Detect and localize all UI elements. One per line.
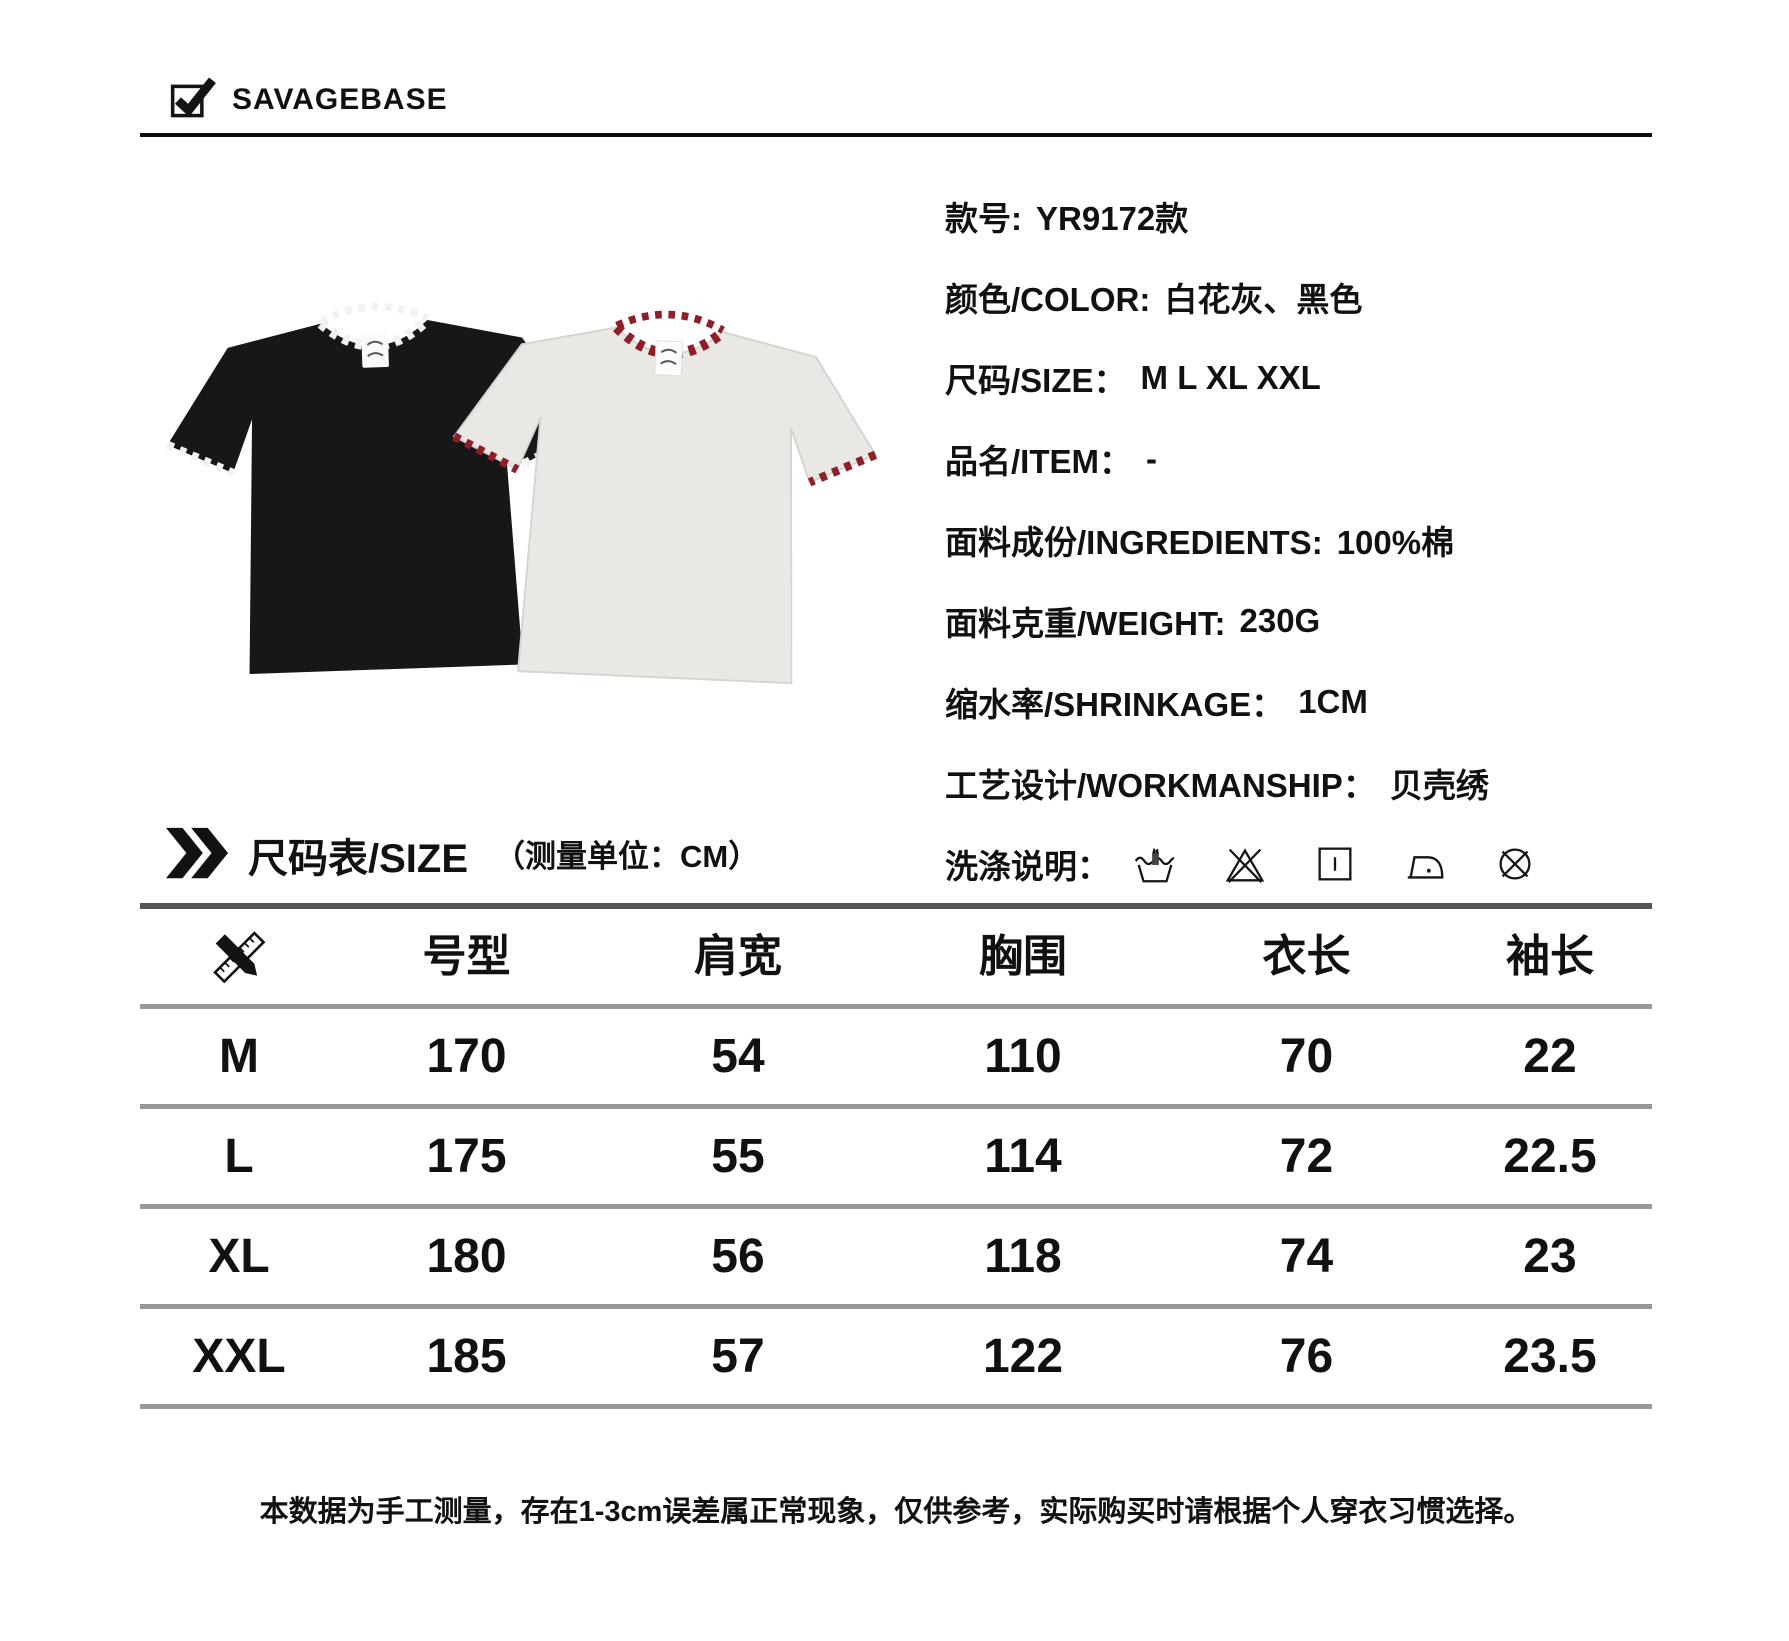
row-cell: 180 [426, 1229, 507, 1283]
spec-color: 颜色/COLOR: 白花灰、黑色 [945, 256, 1538, 337]
row-cell: 74 [1279, 1229, 1334, 1283]
spec-label: 尺码/SIZE： [945, 361, 1127, 399]
row-cell: 72 [1279, 1129, 1334, 1183]
spec-style-number: 款号: YR9172款 [945, 175, 1538, 256]
spec-value: M L XL XXL [1140, 358, 1321, 396]
spec-value: 230G [1239, 601, 1321, 639]
row-cell: 22.5 [1503, 1129, 1597, 1183]
spec-label: 工艺设计/WORKMANSHIP： [945, 766, 1376, 804]
row-cell: 23 [1523, 1229, 1577, 1283]
spec-label: 面料克重/WEIGHT: [945, 604, 1226, 642]
brand-name: SAVAGEBASE [232, 82, 448, 116]
checkbox-check-icon [170, 74, 216, 125]
spec-size: 尺码/SIZE： M L XL XXL [945, 337, 1538, 418]
row-size: XXL [192, 1329, 286, 1383]
row-cell: 56 [711, 1229, 765, 1283]
size-table: 号型 肩宽 胸围 衣长 袖长 M 170 54 110 70 22 L 175 … [140, 903, 1652, 1409]
table-row: XXL 185 57 122 76 23.5 [140, 1309, 1652, 1409]
hand-wash-icon [1134, 848, 1175, 882]
spec-label: 洗涤说明： [945, 847, 1110, 885]
spec-workmanship: 工艺设计/WORKMANSHIP： 贝壳绣 [945, 742, 1538, 823]
spec-value: 白花灰、黑色 [1164, 280, 1363, 318]
row-cell: 110 [984, 1029, 1062, 1083]
col-header-height: 号型 [422, 931, 511, 981]
row-cell: 122 [982, 1329, 1064, 1383]
row-cell: 76 [1279, 1329, 1334, 1383]
size-chart-title: 尺码表/SIZE [248, 837, 469, 881]
table-row: L 175 55 114 72 22.5 [140, 1109, 1652, 1209]
size-chart-unit-note: （测量单位：CM） [494, 838, 760, 874]
row-cell: 185 [426, 1329, 507, 1383]
spec-label: 款号: [945, 199, 1022, 237]
table-row: XL 180 56 118 74 23 [140, 1209, 1652, 1309]
col-header-chest: 胸围 [979, 931, 1067, 981]
spec-shrinkage: 缩水率/SHRINKAGE： 1CM [945, 661, 1538, 742]
row-cell: 118 [984, 1229, 1062, 1283]
spec-value: - [1146, 439, 1157, 477]
product-photo [118, 220, 918, 720]
grey-tee [443, 310, 882, 688]
spec-label: 品名/ITEM： [945, 442, 1132, 480]
drip-dry-icon [1318, 847, 1352, 880]
double-chevron-icon [166, 827, 228, 884]
do-not-bleach-icon [1225, 847, 1265, 883]
size-chart-heading: 尺码表/SIZE （测量单位：CM） [166, 822, 759, 888]
brand-header: SAVAGEBASE [170, 74, 448, 125]
table-header-row: 号型 肩宽 胸围 衣长 袖长 [140, 909, 1652, 1009]
col-header-sleeve: 袖长 [1506, 931, 1594, 981]
row-cell: 54 [711, 1029, 765, 1083]
spec-value: YR9172款 [1036, 199, 1189, 237]
spec-item: 品名/ITEM： - [945, 418, 1538, 499]
collar-label [654, 340, 684, 377]
care-icon-row [1132, 841, 1538, 887]
row-cell: 22 [1523, 1029, 1577, 1083]
do-not-dry-clean-icon [1499, 847, 1531, 880]
spec-value: 100%棉 [1336, 523, 1455, 561]
iron-one-dot-icon [1407, 855, 1444, 879]
row-cell: 170 [426, 1029, 507, 1083]
row-cell: 23.5 [1503, 1329, 1597, 1383]
row-cell: 55 [711, 1129, 765, 1183]
collar-label [361, 332, 389, 368]
measurement-disclaimer: 本数据为手工测量，存在1-3cm误差属正常现象，仅供参考，实际购买时请根据个人穿… [259, 1496, 1533, 1528]
spec-label: 缩水率/SHRINKAGE： [945, 685, 1285, 723]
row-size: L [224, 1129, 254, 1183]
table-row: M 170 54 110 70 22 [140, 1009, 1652, 1109]
row-size: M [219, 1029, 259, 1083]
spec-weight: 面料克重/WEIGHT: 230G [945, 580, 1538, 661]
row-cell: 57 [711, 1329, 765, 1383]
spec-ingredients: 面料成份/INGREDIENTS: 100%棉 [945, 499, 1538, 580]
header-divider [140, 133, 1652, 137]
spec-label: 面料成份/INGREDIENTS: [945, 523, 1323, 561]
row-cell: 175 [426, 1129, 507, 1183]
row-cell: 114 [984, 1129, 1062, 1183]
spec-value: 贝壳绣 [1389, 766, 1489, 804]
spec-care: 洗涤说明： [945, 823, 1538, 904]
spec-label: 颜色/COLOR: [945, 280, 1151, 318]
spec-value: 1CM [1298, 682, 1368, 720]
col-header-length: 衣长 [1262, 931, 1351, 981]
ruler-pencil-icon [140, 924, 338, 990]
row-size: XL [208, 1229, 270, 1283]
spec-list: 款号: YR9172款 颜色/COLOR: 白花灰、黑色 尺码/SIZE： M … [945, 175, 1538, 904]
row-cell: 70 [1279, 1029, 1334, 1083]
col-header-shoulder: 肩宽 [694, 931, 782, 981]
